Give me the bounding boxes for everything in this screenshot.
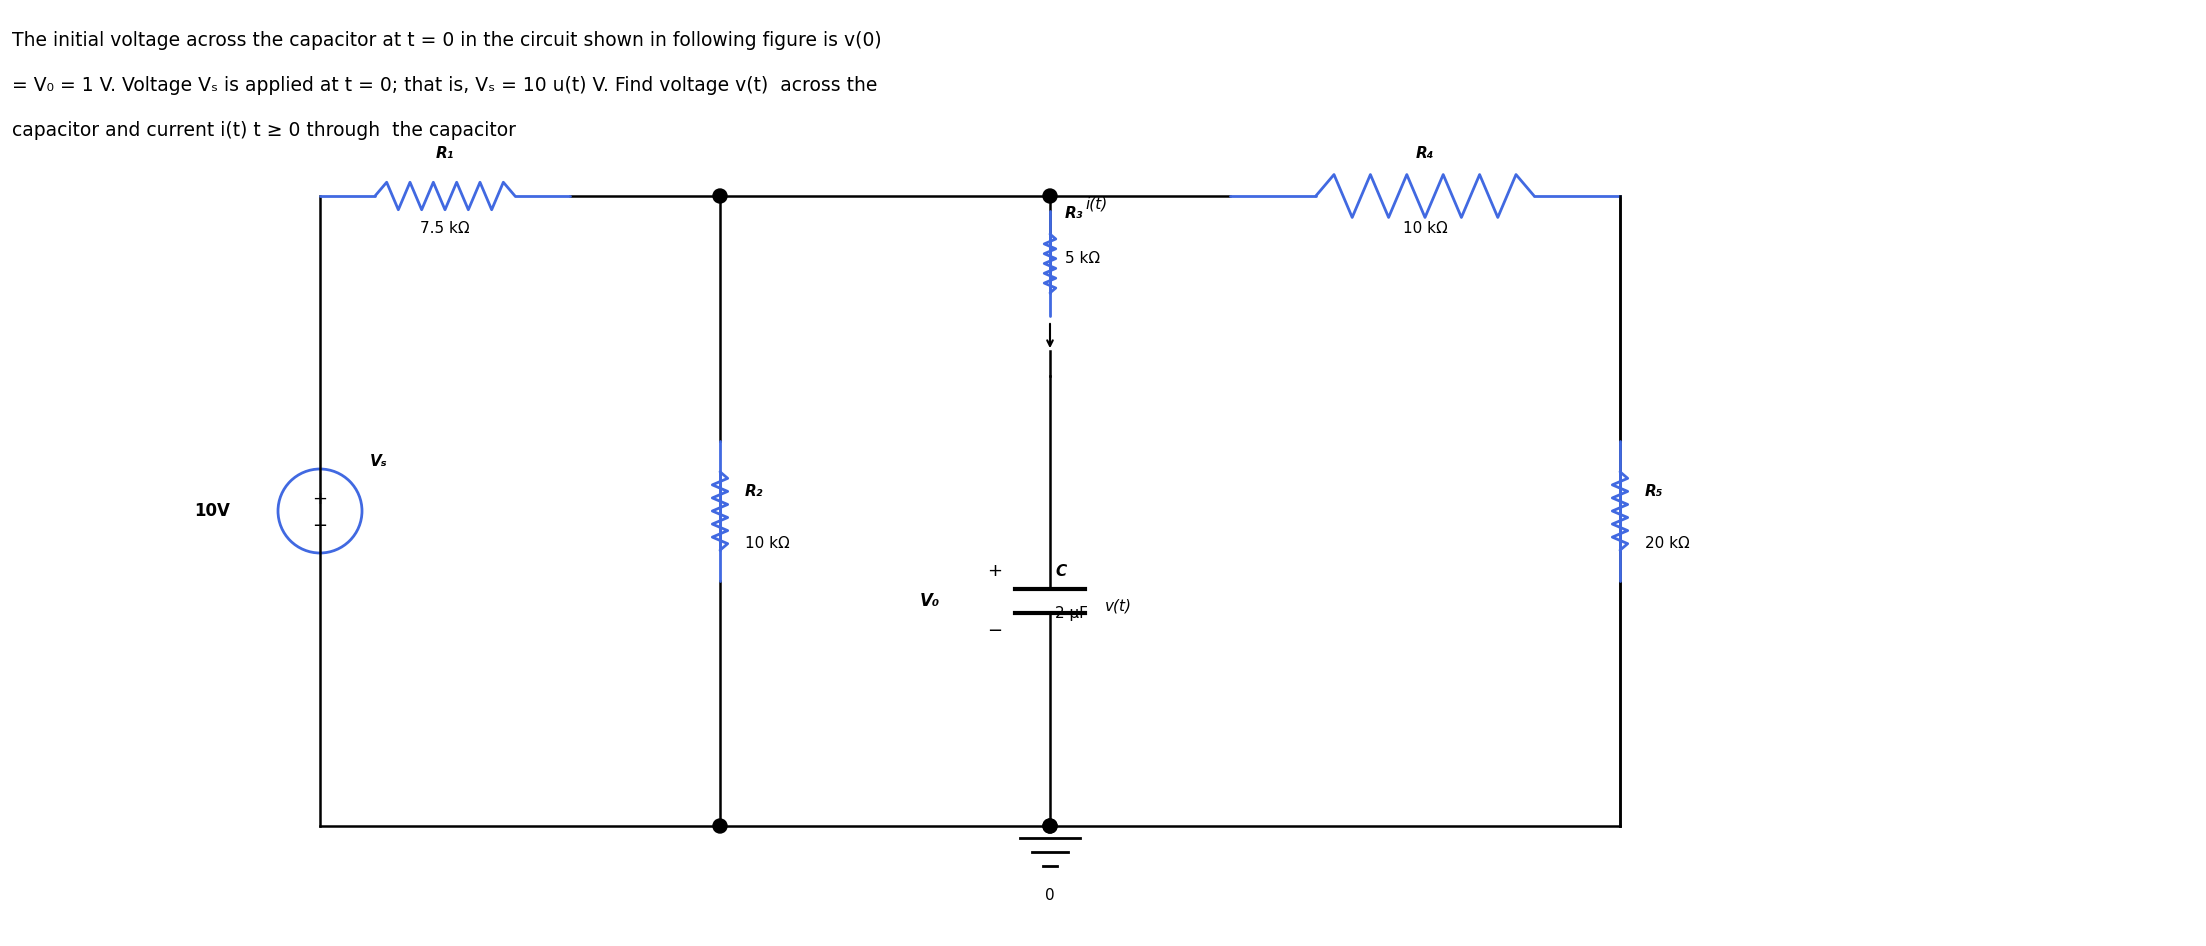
Text: −: − [988, 622, 1002, 640]
Circle shape [1043, 819, 1057, 833]
Text: +: + [988, 562, 1002, 580]
Text: R₃: R₃ [1065, 206, 1083, 221]
Text: Vₛ: Vₛ [371, 454, 388, 469]
Text: −: − [313, 517, 326, 535]
Circle shape [713, 819, 728, 833]
Text: R₁: R₁ [437, 146, 454, 161]
Circle shape [1043, 819, 1057, 833]
Text: R₅: R₅ [1646, 483, 1663, 499]
Text: 5 kΩ: 5 kΩ [1065, 251, 1101, 266]
Text: 2 μF: 2 μF [1054, 606, 1088, 621]
Text: = V₀ = 1 V. Voltage Vₛ is applied at t = 0; that is, Vₛ = 10 u(t) V. Find voltag: = V₀ = 1 V. Voltage Vₛ is applied at t =… [11, 76, 878, 95]
Text: 10V: 10V [194, 502, 229, 520]
Text: capacitor and current i(t) t ≥ 0 through  the capacitor: capacitor and current i(t) t ≥ 0 through… [11, 121, 516, 140]
Text: 0: 0 [1046, 888, 1054, 903]
Text: R₂: R₂ [746, 483, 763, 499]
Text: i(t): i(t) [1085, 196, 1107, 211]
Circle shape [1043, 189, 1057, 203]
Text: V₀: V₀ [920, 592, 940, 610]
Text: R₄: R₄ [1416, 146, 1434, 161]
Text: 10 kΩ: 10 kΩ [746, 536, 790, 551]
Text: +: + [313, 490, 326, 508]
Text: C: C [1054, 564, 1065, 579]
Text: v(t): v(t) [1105, 599, 1132, 614]
Text: 10 kΩ: 10 kΩ [1403, 221, 1447, 236]
Text: 20 kΩ: 20 kΩ [1646, 536, 1690, 551]
Text: 7.5 kΩ: 7.5 kΩ [419, 221, 470, 236]
Text: The initial voltage across the capacitor at t = 0 in the circuit shown in follow: The initial voltage across the capacitor… [11, 31, 882, 50]
Circle shape [713, 189, 728, 203]
